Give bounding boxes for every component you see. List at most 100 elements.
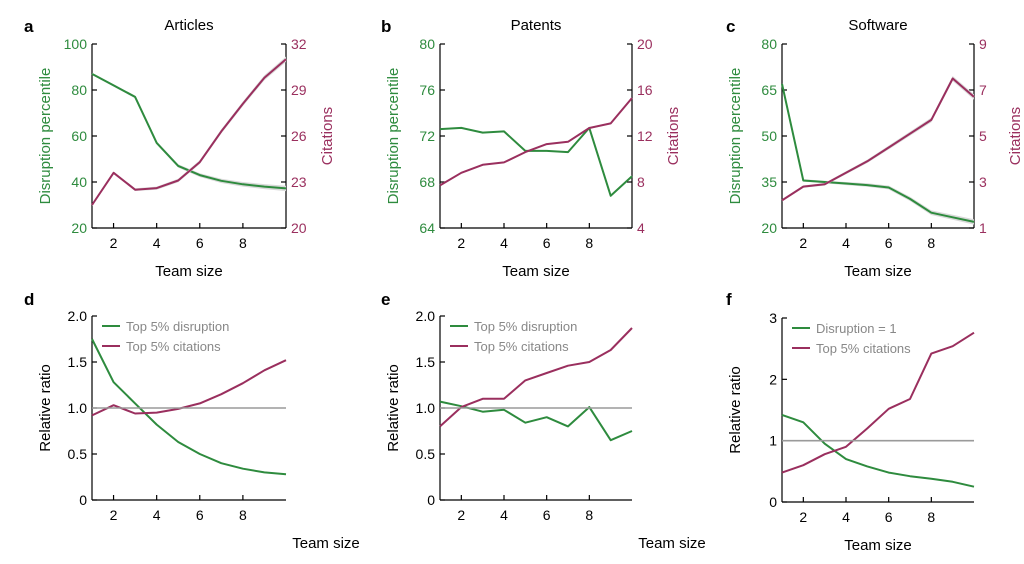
panel-f: f 2 4 6 8 0 1 2 3 Team size Relative ratio Disrupti… — [726, 290, 975, 554]
y-tick-label-right-b: 20 — [637, 36, 653, 52]
legend-label-d: Top 5% disruption — [126, 319, 229, 334]
x-tick-label-d: 2 — [110, 507, 118, 523]
y-tick-label-left-a: 100 — [64, 36, 88, 52]
x-tick-label-c: 6 — [885, 235, 893, 251]
x-tick-label-f: 2 — [799, 509, 807, 525]
panel-letter-a: a — [24, 17, 34, 36]
y-tick-label-right-b: 8 — [637, 174, 645, 190]
y-tick-label-left-a: 40 — [71, 174, 87, 190]
y-axis-label-left-c: Disruption percentile — [727, 68, 744, 205]
y-tick-label-left-e: 0 — [427, 492, 435, 508]
x-tick-label-b: 6 — [543, 235, 551, 251]
confidence-band-a — [92, 72, 286, 192]
x-axis-label-b: Team size — [502, 263, 570, 280]
x-tick-label-b: 4 — [500, 235, 508, 251]
x-tick-label-c: 8 — [927, 235, 935, 251]
legend-label-f: Disruption = 1 — [816, 321, 897, 336]
y-tick-label-left-f: 1 — [769, 433, 777, 449]
y-tick-label-right-c: 9 — [979, 36, 987, 52]
legend-label-d: Top 5% citations — [126, 339, 221, 354]
x-tick-label-d: 8 — [239, 507, 247, 523]
y-tick-label-right-a: 29 — [291, 82, 307, 98]
panel-letter-b: b — [381, 17, 391, 36]
y-tick-label-left-b: 68 — [419, 174, 435, 190]
x-tick-label-c: 2 — [799, 235, 807, 251]
y-tick-label-left-d: 1.5 — [68, 354, 88, 370]
x-axis-label-a: Team size — [155, 263, 223, 280]
y-tick-label-left-d: 0.5 — [68, 446, 88, 462]
y-axis-label-left-f: Relative ratio — [727, 366, 744, 454]
y-tick-label-right-c: 3 — [979, 174, 987, 190]
legend-label-e: Top 5% citations — [474, 339, 569, 354]
x-tick-label-a: 6 — [196, 235, 204, 251]
series-line-b-0 — [439, 126, 633, 197]
panel-title-c: Software — [848, 17, 907, 34]
x-tick-label-b: 8 — [585, 235, 593, 251]
x-tick-label-e: 2 — [457, 507, 465, 523]
y-axis-label-left-b: Disruption percentile — [385, 68, 402, 205]
y-tick-label-right-b: 4 — [637, 220, 645, 236]
y-tick-label-left-c: 80 — [761, 36, 777, 52]
y-tick-label-left-a: 60 — [71, 128, 87, 144]
x-tick-label-f: 6 — [885, 509, 893, 525]
y-tick-label-right-b: 16 — [637, 82, 653, 98]
panel-title-b: Patents — [511, 17, 562, 34]
y-tick-label-right-c: 5 — [979, 128, 987, 144]
panel-e: e 2 4 6 8 0 0.5 1.0 1.5 2.0 Team size Relative rati… — [381, 290, 706, 552]
y-tick-label-left-f: 0 — [769, 494, 777, 510]
x-tick-label-b: 2 — [457, 235, 465, 251]
panel-d: d 2 4 6 8 0 0.5 1.0 1.5 2.0 Team size Relative rati… — [24, 290, 360, 552]
panel-letter-d: d — [24, 290, 34, 309]
y-tick-label-left-c: 65 — [761, 82, 777, 98]
x-tick-label-f: 4 — [842, 509, 850, 525]
y-tick-label-left-e: 1.5 — [416, 354, 436, 370]
y-axis-label-left-e: Relative ratio — [385, 364, 402, 452]
series-line-c-0 — [781, 83, 975, 223]
y-tick-label-left-b: 72 — [419, 128, 435, 144]
y-tick-label-right-c: 1 — [979, 220, 987, 236]
x-tick-label-c: 4 — [842, 235, 850, 251]
series-line-f-1 — [781, 331, 975, 474]
x-tick-label-f: 8 — [927, 509, 935, 525]
x-axis-label-d: Team size — [292, 535, 360, 552]
panel-letter-c: c — [726, 17, 735, 36]
y-tick-label-left-f: 3 — [769, 310, 777, 326]
x-tick-label-d: 4 — [153, 507, 161, 523]
x-tick-label-e: 8 — [585, 507, 593, 523]
series-line-a-1 — [91, 58, 287, 206]
y-axis-label-right-b: Citations — [665, 107, 682, 165]
x-axis-label-c: Team size — [844, 263, 912, 280]
y-tick-label-left-f: 2 — [769, 371, 777, 387]
y-tick-label-right-a: 26 — [291, 128, 307, 144]
legend-label-f: Top 5% citations — [816, 341, 911, 356]
y-tick-label-left-d: 2.0 — [68, 308, 88, 324]
x-tick-label-a: 2 — [110, 235, 118, 251]
y-tick-label-left-c: 50 — [761, 128, 777, 144]
y-axis-label-right-a: Citations — [319, 107, 336, 165]
y-axis-label-left-d: Relative ratio — [37, 364, 54, 452]
y-tick-label-left-e: 0.5 — [416, 446, 436, 462]
y-tick-label-left-a: 20 — [71, 220, 87, 236]
y-tick-label-left-b: 80 — [419, 36, 435, 52]
series-line-e-0 — [439, 400, 633, 442]
legend-label-e: Top 5% disruption — [474, 319, 577, 334]
y-tick-label-left-c: 35 — [761, 174, 777, 190]
y-tick-label-left-e: 1.0 — [416, 400, 436, 416]
series-line-c-1 — [781, 77, 975, 202]
y-tick-label-right-c: 7 — [979, 82, 987, 98]
y-tick-label-right-a: 20 — [291, 220, 307, 236]
y-tick-label-left-c: 20 — [761, 220, 777, 236]
y-tick-label-right-a: 23 — [291, 174, 307, 190]
series-line-e-1 — [439, 327, 633, 428]
y-tick-label-left-b: 64 — [419, 220, 435, 236]
confidence-band-b — [440, 127, 632, 197]
x-tick-label-e: 4 — [500, 507, 508, 523]
y-tick-label-left-e: 2.0 — [416, 308, 436, 324]
series-line-b-1 — [439, 97, 633, 187]
x-tick-label-d: 6 — [196, 507, 204, 523]
panel-letter-e: e — [381, 290, 390, 309]
panel-letter-f: f — [726, 290, 732, 309]
x-axis-label-f: Team size — [844, 537, 912, 554]
